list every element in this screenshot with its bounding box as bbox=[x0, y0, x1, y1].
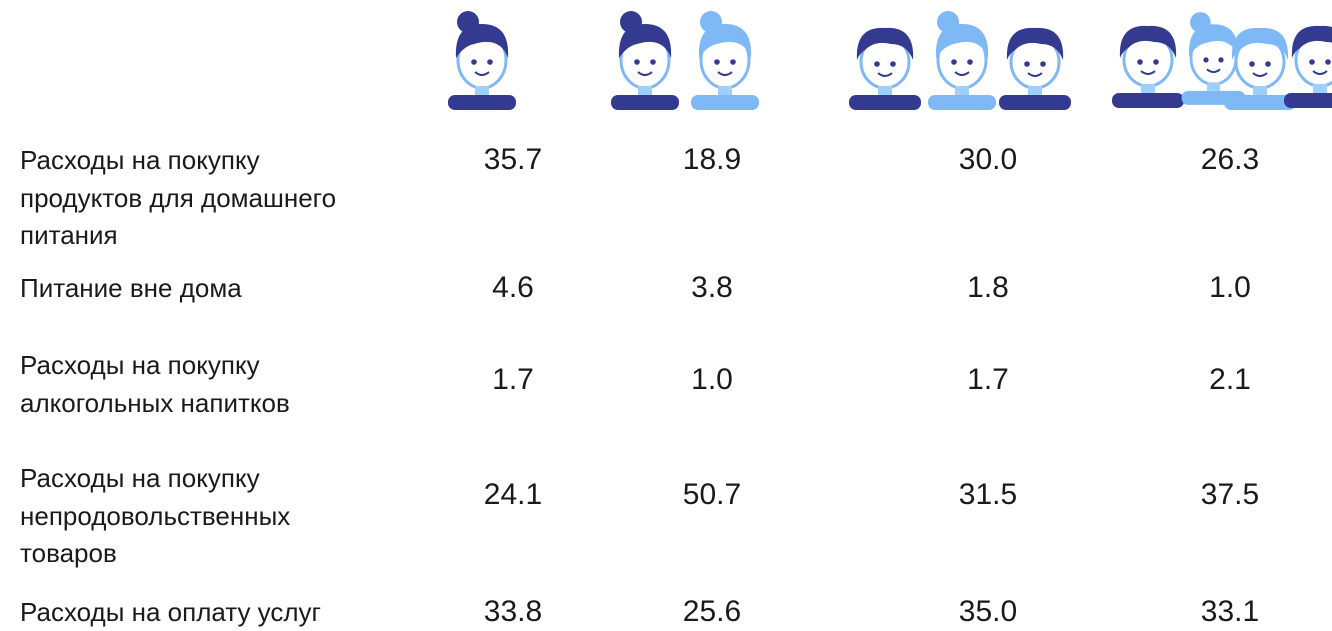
row-label: Расходы на оплату услуг bbox=[20, 593, 321, 631]
row-label: Питание вне дома bbox=[20, 269, 242, 307]
row-label: питания bbox=[20, 216, 118, 254]
cell-value: 2.1 bbox=[1209, 361, 1251, 399]
row-label: Расходы на покупку bbox=[20, 141, 260, 179]
row-label: непродовольственных bbox=[20, 497, 290, 535]
cell-value: 33.8 bbox=[484, 593, 542, 631]
icon-three-persons bbox=[849, 11, 1071, 110]
cell-value: 35.7 bbox=[484, 141, 542, 179]
cell-value: 50.7 bbox=[683, 476, 741, 514]
cell-value: 1.0 bbox=[1209, 269, 1251, 307]
cell-value: 24.1 bbox=[484, 476, 542, 514]
row-label: Расходы на покупку bbox=[20, 459, 260, 497]
cell-value: 37.5 bbox=[1201, 476, 1259, 514]
cell-value: 18.9 bbox=[683, 141, 741, 179]
page: Расходы на покупкупродуктов для домашнег… bbox=[0, 0, 1332, 629]
row-label: алкогольных напитков bbox=[20, 384, 290, 422]
cell-value: 25.6 bbox=[683, 593, 741, 631]
cell-value: 30.0 bbox=[959, 141, 1017, 179]
row-label: продуктов для домашнего bbox=[20, 179, 336, 217]
cell-value: 35.0 bbox=[959, 593, 1017, 631]
row-label: товаров bbox=[20, 534, 117, 572]
icon-four-persons bbox=[1112, 12, 1332, 110]
icon-two-persons bbox=[611, 11, 759, 110]
cell-value: 1.0 bbox=[691, 361, 733, 399]
cell-value: 4.6 bbox=[492, 269, 534, 307]
cell-value: 33.1 bbox=[1201, 593, 1259, 631]
cell-value: 1.8 bbox=[967, 269, 1009, 307]
cell-value: 1.7 bbox=[967, 361, 1009, 399]
icon-one-person bbox=[448, 11, 516, 110]
family-icons bbox=[0, 0, 1332, 120]
cell-value: 1.7 bbox=[492, 361, 534, 399]
cell-value: 26.3 bbox=[1201, 141, 1259, 179]
cell-value: 31.5 bbox=[959, 476, 1017, 514]
row-label: Расходы на покупку bbox=[20, 346, 260, 384]
cell-value: 3.8 bbox=[691, 269, 733, 307]
